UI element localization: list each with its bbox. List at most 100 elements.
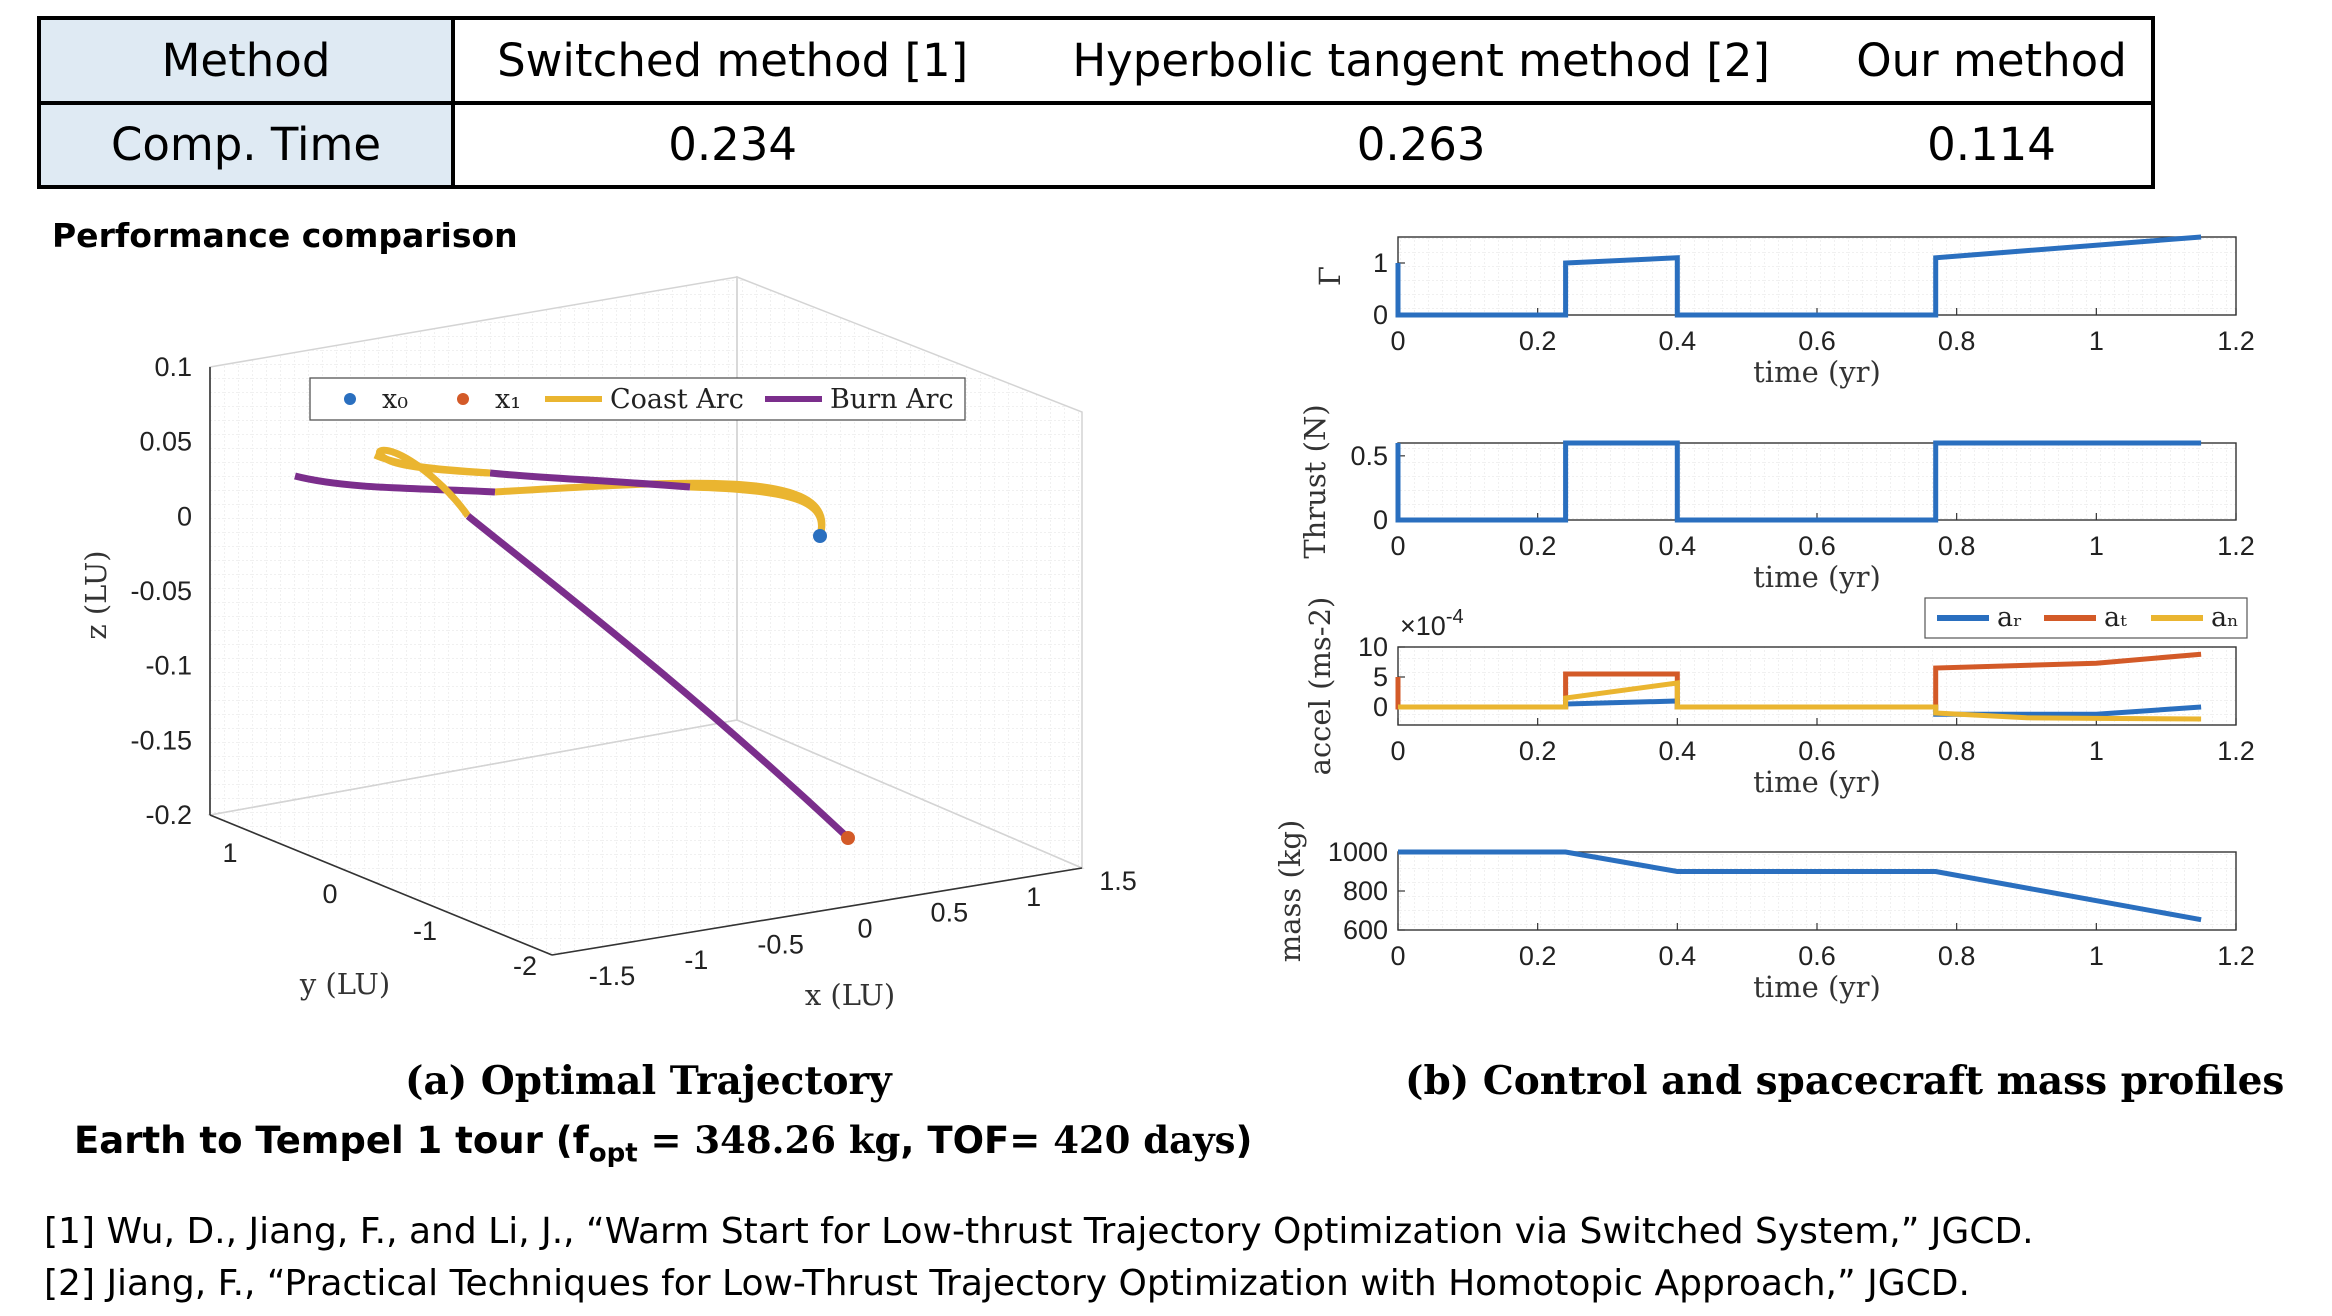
z-tick-label: -0.2	[145, 800, 192, 830]
x-tick-label: 0.6	[1798, 531, 1836, 561]
y-axis-label: Γ	[1313, 266, 1347, 286]
y-tick-label: 0	[1373, 692, 1388, 722]
x-tick-label: 0.4	[1659, 326, 1697, 356]
y-tick-label: -2	[513, 951, 537, 981]
y-tick-label: 1000	[1328, 837, 1388, 867]
y-tick-label: 0.5	[1350, 441, 1388, 471]
legend-x1: x₁	[495, 384, 521, 415]
y-tick-label: 600	[1343, 915, 1388, 945]
coast-arc-hook	[375, 446, 491, 519]
time-hyperbolic: 0.263	[1010, 100, 1832, 189]
y-axis-label: y (LU)	[299, 967, 390, 1001]
burn-arc-descent	[465, 513, 848, 838]
performance-table: Method Switched method [1] Hyperbolic ta…	[37, 16, 2155, 189]
x-tick-label: 1	[2089, 736, 2104, 766]
x-tick-label: -1.5	[589, 961, 636, 991]
x-tick-label: 0.8	[1938, 941, 1976, 971]
x-tick-label: 1.2	[2217, 736, 2255, 766]
x-tick-label: 0.4	[1659, 941, 1697, 971]
trajectory-3d-plot: 0.10.050-0.05-0.1-0.15-0.2 10-1-2 -1.5-1…	[79, 275, 1137, 1012]
tour-prefix: Earth to Tempel 1 tour (f	[74, 1119, 589, 1162]
legend-entry: aᵣ	[1997, 602, 2022, 633]
x-tick-label: 0.2	[1519, 736, 1557, 766]
x-axis-label: time (yr)	[1753, 970, 1881, 1004]
y-tick-label: 1	[222, 838, 237, 868]
z-ticks: 0.1 0.05 0 -0.05 -0.1 -0.15 -0.2	[130, 352, 192, 830]
z-tick-label: 0	[177, 501, 192, 531]
x0-point	[813, 529, 827, 543]
x-axis-label: time (yr)	[1753, 765, 1881, 799]
x-tick-label: 1	[2089, 941, 2104, 971]
y-tick-label: 0	[322, 879, 337, 909]
y-axis-label: Thrust (N)	[1298, 404, 1332, 558]
tour-eq: =	[637, 1118, 695, 1162]
tour-value: 348.26 kg	[694, 1118, 901, 1162]
series-line-Thrust	[1395, 440, 2202, 523]
gamma-panel: 0 0.2 0.4 0.6 0.8 1 1.2 0 1 time (yr) Γ	[1313, 234, 2255, 389]
thrust-panel: 0 0.2 0.4 0.6 0.8 1 1.2 0 0.5 time (yr) Thrust (N)	[1298, 404, 2255, 594]
y-axis-line	[209, 814, 553, 956]
y-tick-label: 5	[1373, 662, 1388, 692]
y-tick-label: 0	[1373, 505, 1388, 535]
method-ours: Our method	[1832, 16, 2155, 105]
scale-factor: ×10-4	[1400, 606, 1464, 641]
plot-area	[1397, 442, 2237, 521]
y-tick-label: -1	[413, 916, 437, 946]
tour-line: Earth to Tempel 1 tour (fopt = 348.26 kg…	[74, 1118, 1252, 1168]
section-title: Performance comparison	[52, 216, 518, 255]
legend-x0: x₀	[382, 384, 408, 415]
time-ours: 0.114	[1832, 100, 2155, 189]
x-tick-label: 0	[1390, 736, 1405, 766]
time-switched: 0.234	[450, 100, 1011, 189]
legend-entry: aₜ	[2104, 602, 2127, 633]
x-tick-label: 1.2	[2217, 531, 2255, 561]
z-tick-label: 0.05	[139, 427, 192, 457]
mass-panel: 0 0.2 0.4 0.6 0.8 1 1.2 600 800 1000 time (yr) mass…	[1273, 820, 2255, 1004]
x-tick-label: 1	[1026, 882, 1041, 912]
y-tick-label: 0	[1373, 300, 1388, 330]
burn-arc-top	[489, 469, 691, 491]
z-axis-label: z (LU)	[79, 550, 113, 639]
x-tick-label: 0.5	[931, 898, 969, 928]
x-axis-label: x (LU)	[805, 978, 895, 1012]
burn-arc-1	[294, 472, 496, 496]
x-tick-label: -1	[684, 945, 708, 975]
x-tick-label: 1.2	[2217, 941, 2255, 971]
method-switched: Switched method [1]	[450, 16, 1011, 105]
z-tick-label: -0.05	[130, 576, 192, 606]
x-tick-label: 0.8	[1938, 531, 1976, 561]
z-tick-label: 0.1	[154, 352, 192, 382]
x-ticks: -1.5 -1 -0.5 0 0.5 1 1.5	[589, 866, 1137, 991]
plot-area	[1397, 236, 2237, 316]
x-tick-label: 0	[1390, 326, 1405, 356]
legend-coast: Coast Arc	[610, 384, 744, 415]
z-tick-label: -0.1	[145, 651, 192, 681]
series-line-mass	[1398, 849, 2202, 923]
x-tick-label: 0.8	[1938, 736, 1976, 766]
tour-suffix: )	[1235, 1119, 1253, 1162]
x-tick-label: 0	[1390, 941, 1405, 971]
x-tick-label: 0.4	[1659, 531, 1697, 561]
y-tick-label: 10	[1358, 632, 1388, 662]
y-tick-label: 800	[1343, 876, 1388, 906]
y-ticks: 1 0 -1 -2	[222, 838, 537, 981]
x1-point	[841, 831, 855, 845]
x-tick-label: 0.2	[1519, 941, 1557, 971]
x-tick-label: 0.6	[1798, 941, 1836, 971]
x-tick-label: 0.2	[1519, 531, 1557, 561]
method-hyperbolic: Hyperbolic tangent method [2]	[1010, 16, 1832, 105]
series-line-	[1395, 234, 2202, 318]
x-tick-label: 0.6	[1798, 326, 1836, 356]
x-tick-label: 1	[2089, 531, 2104, 561]
x-tick-label: 0.2	[1519, 326, 1557, 356]
table-row-label: Comp. Time	[37, 100, 455, 189]
coast-arc-top	[689, 483, 825, 537]
caption-right: (b) Control and spacecraft mass profiles	[1405, 1058, 2285, 1104]
x-axis-label: time (yr)	[1753, 355, 1881, 389]
x-tick-label: 1.5	[1099, 866, 1137, 896]
y-tick-label: 1	[1373, 248, 1388, 278]
reference-1: [1] Wu, D., Jiang, F., and Li, J., “Warm…	[44, 1211, 2034, 1252]
series-line-an	[1398, 680, 2202, 722]
x-tick-label: 0	[1390, 531, 1405, 561]
